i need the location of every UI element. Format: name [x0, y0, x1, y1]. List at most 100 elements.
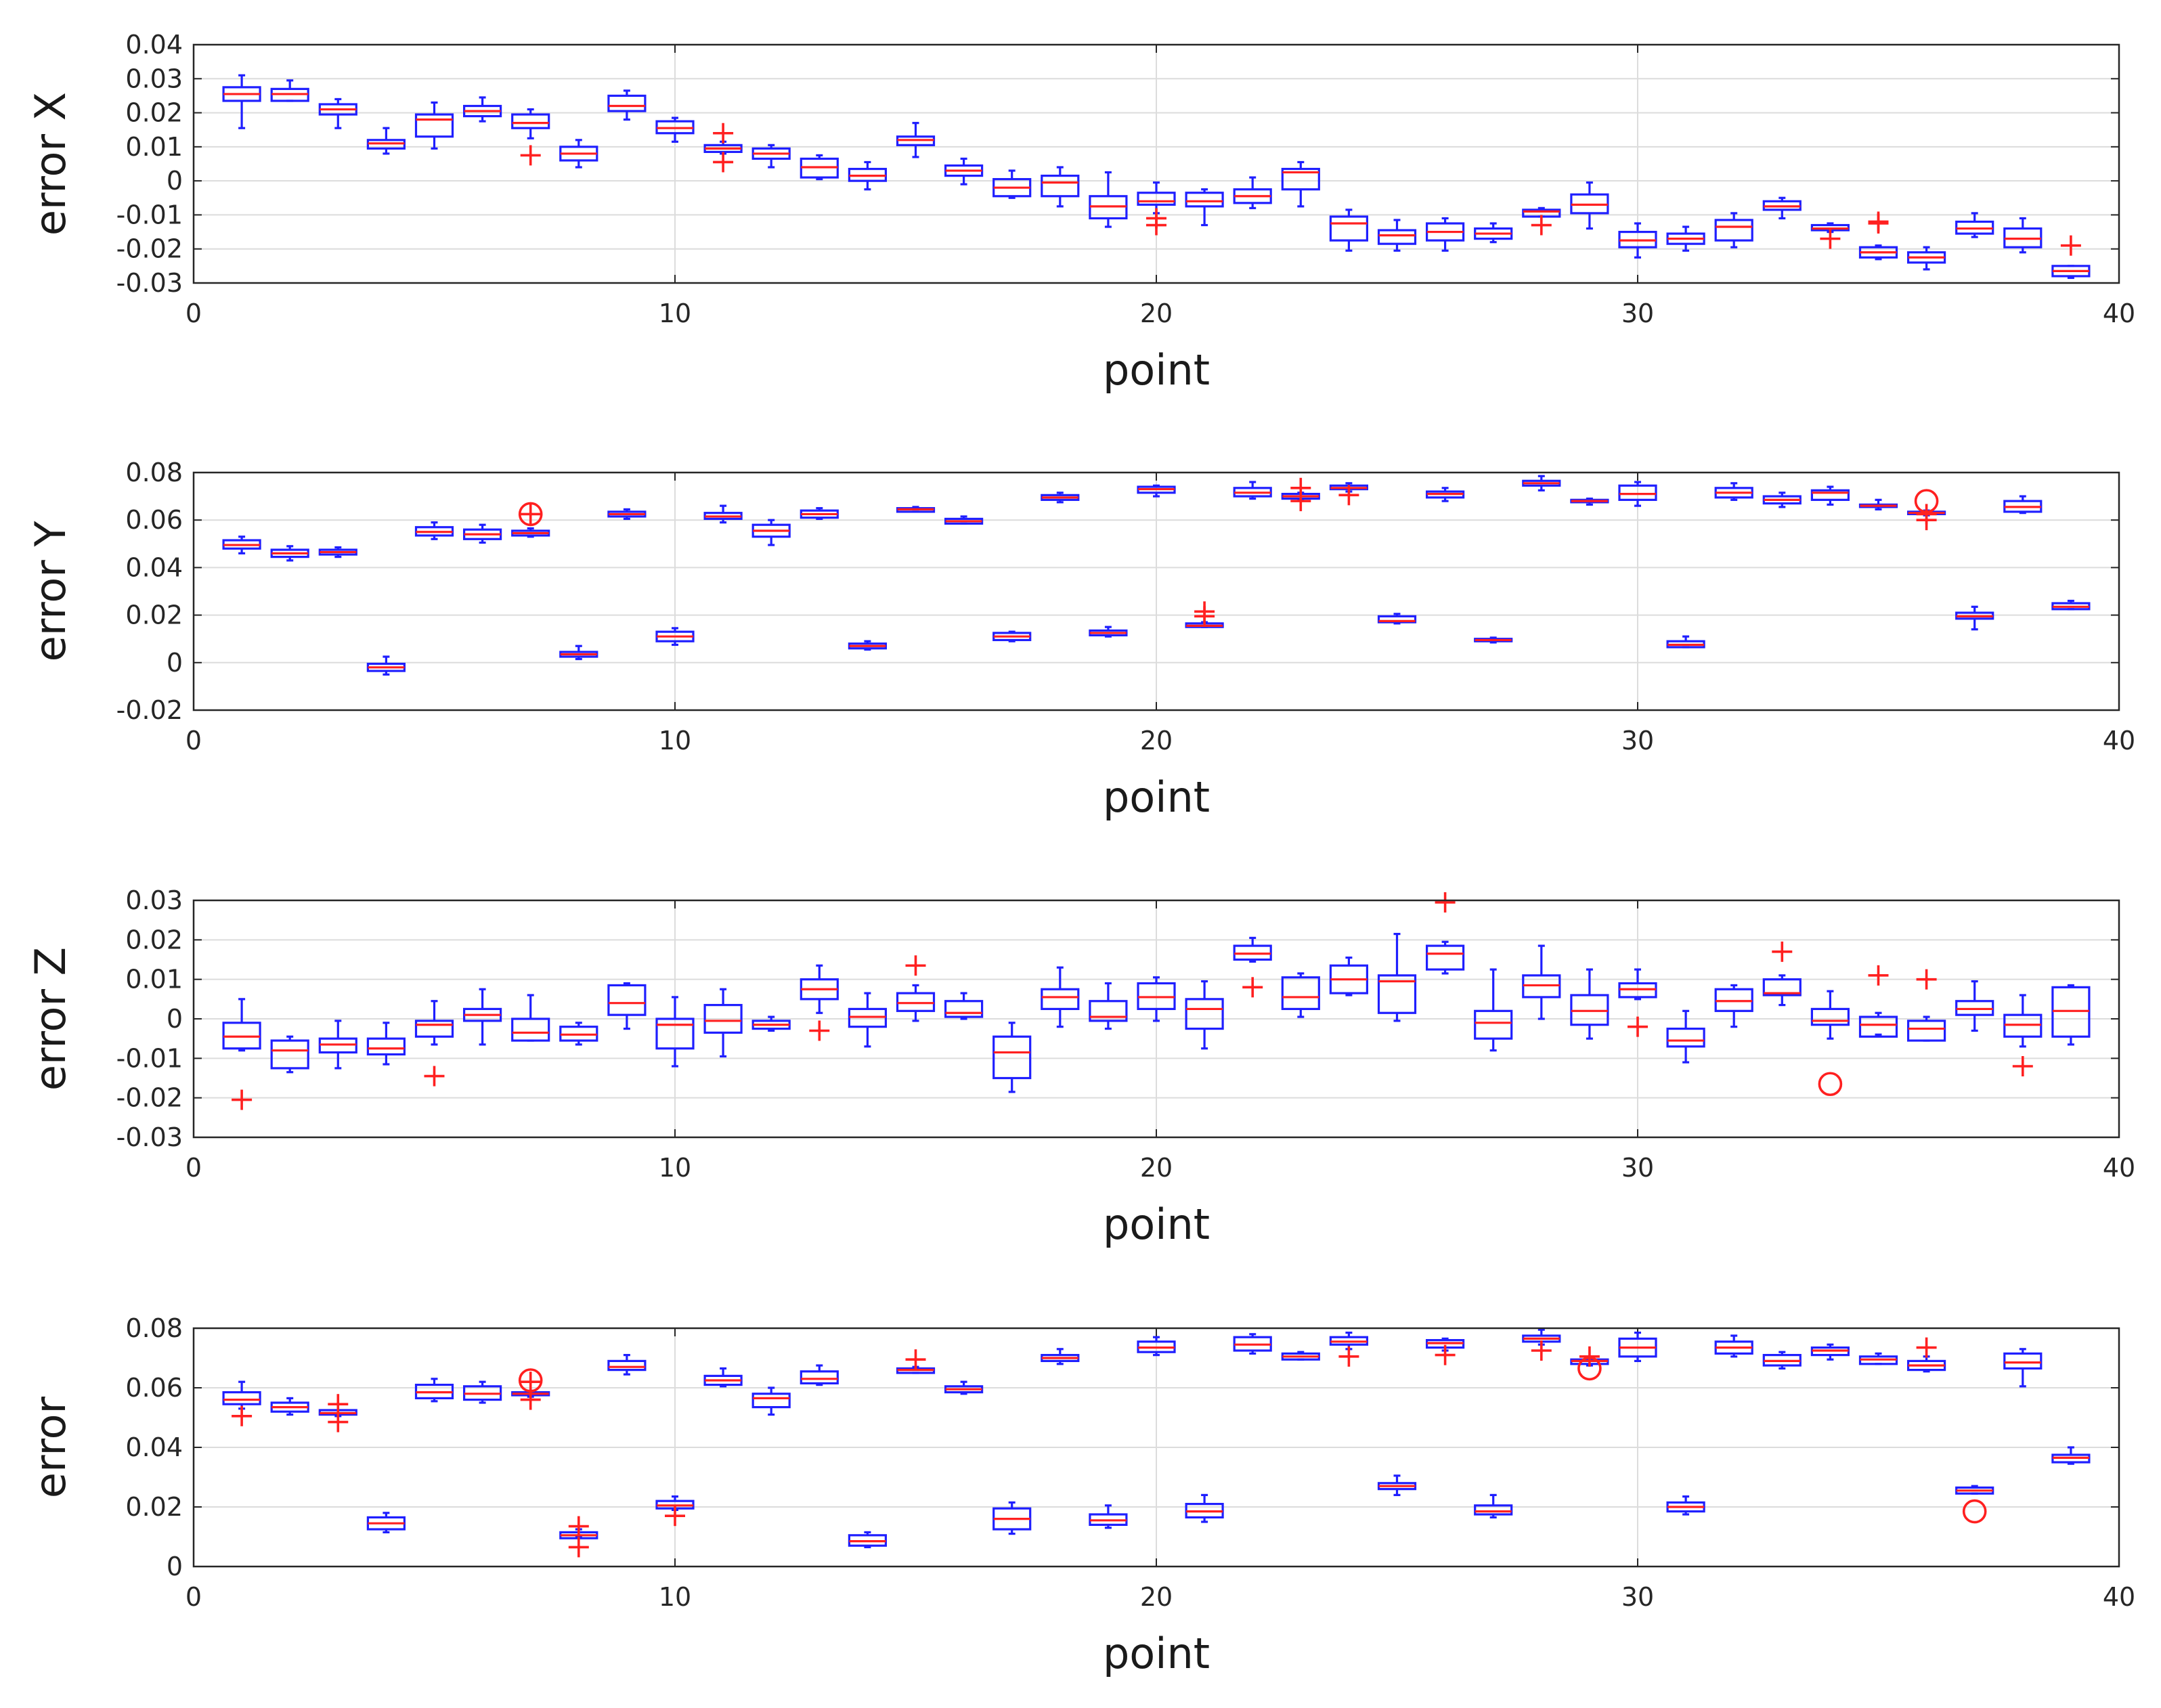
box-point-17	[992, 169, 1032, 199]
box-point-34	[1810, 1343, 1850, 1361]
outlier-circle	[1914, 489, 1939, 513]
box-point-24	[1329, 1331, 1369, 1351]
x-tick-label: 20	[1140, 299, 1173, 328]
x-tick-label: 0	[185, 1153, 202, 1183]
y-tick-label: 0	[167, 648, 183, 678]
outlier-plus	[1146, 215, 1166, 236]
box-point-3	[318, 1020, 357, 1070]
box-point-31	[1666, 225, 1705, 252]
x-axis-label: point	[1103, 772, 1210, 822]
box-point-2	[270, 1035, 309, 1074]
y-axis-label: error X	[26, 92, 75, 236]
iqr-box	[1377, 615, 1417, 623]
box-point-31	[1666, 635, 1705, 649]
box-point-8	[559, 139, 598, 169]
outlier-plus	[713, 152, 734, 173]
box-point-20	[1137, 484, 1176, 498]
box-point-17	[992, 630, 1032, 642]
box-point-8	[559, 1022, 598, 1046]
outlier-circle	[1577, 1356, 1602, 1381]
outlier-plus	[1531, 215, 1552, 236]
outlier-plus	[328, 1411, 349, 1432]
box-point-29	[1570, 968, 1609, 1040]
y-tick-label: 0.08	[125, 458, 183, 487]
outlier-plus	[520, 1372, 541, 1393]
outlier-plus	[1435, 1344, 1456, 1365]
box-point-32	[1714, 482, 1753, 501]
box-point-36	[1907, 246, 1946, 271]
box-point-18	[1041, 491, 1080, 504]
axes-frame	[192, 471, 2120, 711]
outlier-plus	[1435, 892, 1456, 913]
box-point-37	[1955, 212, 1994, 238]
x-axis-label: point	[1103, 1200, 1210, 1249]
outlier-plus	[568, 1537, 589, 1558]
y-tick-label: -0.01	[116, 200, 183, 229]
y-tick-label: -0.02	[116, 1083, 183, 1113]
panel-2: 0 10 20 30 40-0.0200.020.040.060.08pointerro…	[26, 458, 2135, 822]
box-point-25	[1377, 1474, 1417, 1496]
x-tick-label: 20	[1140, 1582, 1173, 1612]
x-tick-label: 10	[659, 299, 691, 328]
iqr-box	[1377, 229, 1417, 245]
box-point-22	[1233, 936, 1272, 963]
outlier-plus	[905, 1349, 926, 1370]
iqr-box	[1185, 192, 1224, 208]
box-point-17	[992, 1022, 1032, 1093]
box-point-39	[2051, 265, 2091, 280]
x-tick-label: 30	[1621, 1153, 1654, 1183]
iqr-box	[607, 1359, 647, 1372]
box-point-8	[559, 644, 598, 661]
box-point-33	[1762, 491, 1802, 508]
box-point-21	[1185, 1493, 1224, 1523]
box-point-33	[1762, 1351, 1802, 1370]
box-point-21	[1185, 188, 1224, 227]
box-point-16	[944, 515, 984, 525]
outlier-plus	[713, 123, 734, 144]
box-point-30	[1618, 481, 1657, 507]
outlier-plus	[232, 1405, 253, 1426]
outlier-plus	[809, 1020, 830, 1041]
box-point-33	[1762, 974, 1802, 1007]
box-point-1	[222, 998, 261, 1052]
outlier-plus	[1290, 477, 1311, 498]
x-tick-label: 40	[2103, 299, 2135, 328]
iqr-box	[944, 1000, 984, 1018]
outlier-plus	[1916, 504, 1937, 525]
x-tick-label: 40	[2103, 726, 2135, 756]
y-axis-label: error Y	[26, 521, 75, 662]
y-tick-label: 0.02	[125, 1492, 183, 1522]
box-point-27	[1474, 968, 1513, 1052]
box-point-7	[511, 108, 550, 139]
box-point-12	[751, 1015, 791, 1032]
panel-1: 0 10 20 30 40 -0.03 -0.02 -0.01 0 0.01 0.02 0.03 0.0…	[26, 30, 2135, 395]
box-point-18	[1041, 166, 1080, 208]
box-point-35	[1858, 1011, 1898, 1038]
outlier-plus	[1242, 977, 1263, 998]
box-point-9	[607, 1353, 647, 1376]
y-tick-label: 0.08	[125, 1313, 183, 1343]
box-point-21	[1185, 980, 1224, 1050]
iqr-box	[1041, 175, 1080, 198]
box-point-32	[1714, 212, 1753, 248]
outlier-plus	[1916, 969, 1937, 990]
box-point-15	[896, 122, 936, 158]
box-point-2	[270, 79, 309, 102]
box-point-3	[318, 97, 357, 129]
iqr-box	[1426, 944, 1465, 971]
iqr-box	[414, 1020, 454, 1038]
box-point-6	[462, 1380, 502, 1404]
iqr-box	[655, 1017, 695, 1050]
y-tick-label: -0.03	[116, 268, 183, 298]
box-point-27	[1474, 222, 1513, 244]
iqr-box	[1089, 1000, 1128, 1022]
y-tick-label: 0.04	[125, 552, 183, 582]
x-axis-label: point	[1103, 1629, 1210, 1678]
iqr-box	[1810, 489, 1850, 501]
outlier-circle	[1818, 1072, 1843, 1097]
outlier-plus	[905, 955, 926, 976]
box-point-4	[366, 1512, 406, 1533]
outlier-plus	[568, 1516, 589, 1537]
outlier-plus	[1628, 1016, 1648, 1037]
iqr-box	[1474, 1009, 1513, 1040]
